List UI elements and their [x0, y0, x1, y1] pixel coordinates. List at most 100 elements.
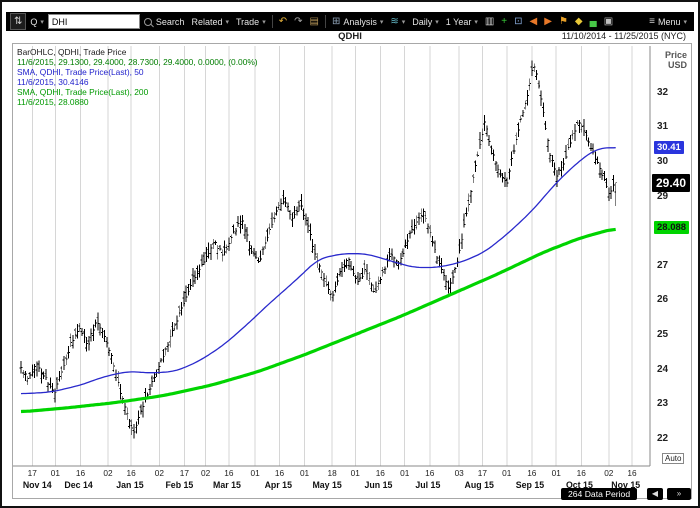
date-range: 11/10/2014 - 11/25/2015 (NYC)	[561, 31, 686, 41]
data-period-badge: 264 Data Period	[561, 488, 638, 500]
sma50-line	[20, 147, 616, 395]
snapshot-button[interactable]: ▣	[601, 14, 616, 29]
periodicity-menu[interactable]: Daily ▾	[409, 14, 442, 29]
legend-line-2: 11/6/2015, 29.1300, 29.4000, 28.7300, 29…	[17, 57, 258, 67]
arrows-updown-icon: ⇅	[14, 15, 23, 27]
month-label: Jul 15	[415, 480, 441, 490]
price-tick-28: 28	[657, 225, 669, 237]
redo-icon: ↷	[294, 15, 303, 27]
related-menu[interactable]: Related ▾	[188, 14, 232, 29]
trade-menu[interactable]: Trade ▾	[233, 14, 269, 29]
scroll-left-button[interactable]: ◀	[647, 488, 663, 500]
flag-icon: ⚑	[558, 15, 568, 27]
skip-forward-icon: ▶	[544, 15, 552, 27]
add-study-button[interactable]: +	[498, 14, 510, 29]
sma50-price-tag: 30.41	[654, 140, 684, 154]
camera-icon: ▣	[603, 15, 614, 27]
price-axis-currency: USD	[667, 60, 687, 70]
time-marker-button[interactable]: ◆	[572, 14, 586, 29]
price-chart[interactable]	[13, 46, 653, 470]
auto-scale-button[interactable]: Auto	[662, 453, 685, 464]
last-price-tag: 29.40	[652, 173, 691, 192]
hamburger-icon: ≡	[649, 15, 655, 27]
notes-button[interactable]: ▤	[306, 14, 321, 29]
month-label: May 15	[312, 480, 342, 490]
chart-panel: BarOHLC, QDHI, Trade Price 11/6/2015, 29.…	[12, 43, 692, 500]
skip-back-icon: ◀	[529, 15, 538, 27]
redo-button[interactable]: ↷	[291, 14, 305, 29]
price-tick-27: 27	[657, 259, 669, 271]
note-icon: ▤	[309, 15, 319, 27]
price-tick-26: 26	[657, 294, 669, 306]
updown-button[interactable]: ⇅	[10, 13, 27, 30]
scroll-right-button[interactable]: »	[667, 488, 691, 500]
dropdown-arrow-icon: ▾	[435, 18, 439, 26]
month-label: Feb 15	[165, 480, 194, 490]
month-label: Sep 15	[515, 480, 545, 490]
dropdown-arrow-icon: ▾	[401, 18, 406, 26]
legend-line-4: 11/6/2015, 30.4146	[17, 77, 89, 87]
month-label: Mar 15	[213, 480, 241, 490]
month-label: Jan 15	[116, 480, 144, 490]
gridlines	[31, 46, 633, 466]
trade-menu-label: Trade	[236, 16, 260, 27]
legend-line-3: SMA, QDHI, Trade Price(Last), 50	[17, 67, 144, 77]
toolbar: ⇅Q▾SearchRelated▾Trade▾↶↷▤⊞Analysis▾≋▾Da…	[6, 12, 694, 31]
bars-icon: ▄	[589, 15, 597, 27]
chart-legend: BarOHLC, QDHI, Trade Price 11/6/2015, 29.…	[17, 47, 258, 107]
marker-icon: ◆	[574, 15, 583, 27]
menu-button-label: Menu	[657, 16, 681, 27]
search-icon	[143, 17, 152, 26]
price-tick-24: 24	[657, 363, 669, 375]
annotations-menu[interactable]: ≋ ▾	[387, 14, 408, 29]
dropdown-arrow-icon: ▾	[379, 18, 384, 26]
volume-button[interactable]: ▄	[587, 14, 600, 29]
quote-source-select[interactable]: Q ▾	[27, 14, 47, 29]
month-label: Aug 15	[464, 480, 494, 490]
monitor-icon: ⊡	[514, 15, 523, 27]
quote-source-select-label: Q	[30, 16, 38, 27]
analysis-menu[interactable]: ⊞ Analysis ▾	[329, 14, 386, 29]
range-menu[interactable]: 1 Year ▾	[443, 14, 481, 29]
legend-line-1: BarOHLC, QDHI, Trade Price	[17, 47, 127, 57]
event-flag-button[interactable]: ⚑	[556, 14, 571, 29]
price-tick-25: 25	[657, 329, 669, 340]
chart-type-button[interactable]: ▥	[482, 14, 497, 29]
chart-title: QDHI	[338, 31, 362, 42]
price-tick-31: 31	[657, 121, 669, 133]
price-tick-29: 29	[657, 190, 669, 202]
sma200-price-tag: 28.088	[654, 221, 690, 235]
search-button[interactable]: Search	[141, 14, 188, 29]
month-label: Jun 15	[364, 480, 393, 490]
price-tick-23: 23	[657, 398, 669, 410]
dropdown-arrow-icon: ▾	[474, 18, 478, 26]
dropdown-arrow-icon: ▾	[262, 18, 266, 26]
add-grid-icon: +	[501, 15, 508, 27]
dropdown-arrow-icon: ▾	[683, 18, 687, 26]
axis-frame	[13, 46, 651, 467]
legend-line-6: 11/6/2015, 28.0880	[17, 97, 89, 107]
price-tick-22: 22	[657, 432, 669, 444]
related-menu-label: Related	[191, 16, 223, 27]
screen-layout-button[interactable]: ⊡	[511, 14, 525, 29]
analysis-icon: ⊞	[331, 15, 341, 27]
legend-line-5: SMA, QDHI, Trade Price(Last), 200	[17, 87, 149, 97]
ohlc-bars	[19, 60, 618, 439]
toolbar-separator	[271, 15, 273, 28]
waves-icon: ≋	[390, 15, 399, 27]
skip-back-button[interactable]: ◀	[527, 14, 541, 29]
analysis-menu-label: Analysis	[343, 16, 377, 27]
undo-button[interactable]: ↶	[276, 14, 290, 29]
price-tick-32: 32	[657, 86, 669, 98]
menu-button[interactable]: ≡ Menu ▾	[646, 14, 690, 29]
dropdown-arrow-icon: ▾	[40, 18, 44, 26]
toolbar-separator	[324, 15, 326, 28]
range-menu-label: 1 Year	[445, 16, 472, 27]
month-label: Nov 14	[22, 480, 52, 490]
skip-forward-button[interactable]: ▶	[541, 14, 555, 29]
undo-icon: ↶	[278, 15, 288, 27]
dropdown-arrow-icon: ▾	[225, 18, 229, 26]
ticker-input[interactable]	[47, 14, 140, 29]
price-tick-30: 30	[657, 155, 669, 167]
